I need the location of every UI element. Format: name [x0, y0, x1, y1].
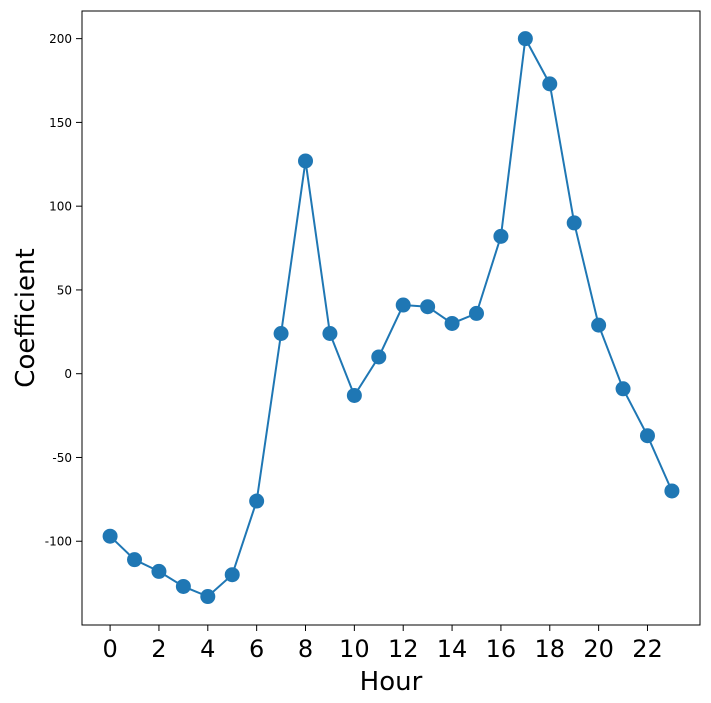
y-tick-label: 50	[57, 283, 72, 297]
x-tick-label: 16	[486, 635, 517, 663]
y-tick-label: 200	[49, 32, 72, 46]
data-point	[566, 215, 582, 231]
data-point	[102, 528, 118, 544]
data-point	[322, 326, 338, 341]
data-point	[517, 31, 533, 47]
data-point	[493, 228, 509, 244]
x-tick-label: 0	[102, 635, 117, 663]
x-axis-label: Hour	[360, 667, 423, 697]
y-tick-label: -100	[45, 535, 72, 549]
x-tick-label: 20	[583, 635, 614, 663]
data-point	[444, 315, 460, 331]
data-point	[371, 349, 387, 365]
plot-area	[102, 31, 680, 605]
data-point	[273, 326, 289, 341]
data-point	[127, 552, 143, 568]
data-point	[615, 381, 631, 397]
x-tick-label: 22	[632, 635, 663, 663]
data-point	[395, 297, 411, 313]
data-point	[591, 317, 607, 333]
data-point	[468, 305, 484, 321]
x-tick-label: 8	[298, 635, 313, 663]
x-tick-label: 6	[249, 635, 264, 663]
data-point	[224, 567, 240, 583]
data-point	[200, 589, 216, 605]
data-point	[346, 387, 362, 403]
x-tick-label: 12	[388, 635, 419, 663]
y-tick-label: 150	[49, 116, 72, 130]
data-point	[175, 578, 191, 594]
x-tick-label: 18	[535, 635, 566, 663]
data-point	[298, 153, 314, 169]
plot-frame	[81, 10, 701, 626]
x-tick-label: 2	[151, 635, 166, 663]
data-point	[664, 483, 680, 499]
data-point	[639, 428, 655, 444]
x-axis: 0 2 4 6 8 10 12 14 16 18 20 22	[102, 625, 663, 663]
x-tick-label: 14	[437, 635, 468, 663]
data-point	[151, 563, 167, 579]
y-tick-label: -50	[52, 451, 72, 465]
y-axis-label: Coefficient	[11, 248, 41, 387]
x-tick-label: 10	[339, 635, 370, 663]
x-tick-label: 4	[200, 635, 215, 663]
data-point	[420, 299, 436, 315]
y-tick-label: 0	[64, 367, 72, 381]
y-tick-label: 100	[49, 200, 72, 214]
data-point	[542, 76, 558, 92]
data-point	[249, 493, 265, 509]
y-axis: -100 -50 0 50 100 150 200	[45, 32, 82, 549]
